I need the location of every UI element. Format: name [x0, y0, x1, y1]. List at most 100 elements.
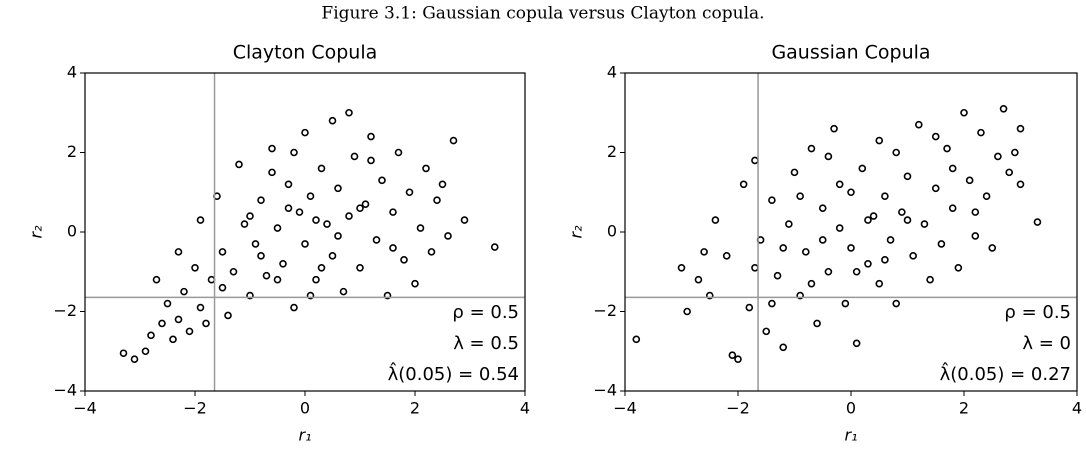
annotation: λ = 0 [1022, 333, 1071, 354]
point [350, 152, 359, 161]
point [290, 148, 298, 157]
point [361, 200, 370, 208]
point [251, 240, 260, 248]
point [196, 216, 205, 224]
point [284, 180, 293, 189]
point [852, 267, 861, 276]
x-axis-label: r₁ [845, 426, 858, 445]
point [1005, 168, 1014, 177]
point [312, 275, 320, 284]
point [943, 144, 951, 153]
point [460, 216, 469, 224]
point [202, 319, 210, 328]
point [745, 303, 754, 312]
point [886, 236, 895, 244]
point [813, 319, 821, 328]
point [785, 220, 793, 228]
point [207, 275, 216, 284]
point [971, 232, 980, 240]
x-tick-label: 2 [959, 399, 969, 418]
point [262, 271, 271, 280]
point [881, 192, 889, 201]
point [240, 220, 249, 228]
point [383, 291, 392, 300]
plot-area [119, 108, 499, 364]
y-tick-label: −4 [53, 381, 77, 400]
x-tick-label: 4 [520, 399, 530, 418]
point [147, 331, 155, 340]
point [965, 176, 974, 185]
point [807, 144, 816, 153]
point [796, 291, 804, 300]
point [257, 196, 265, 204]
annotation: λ̂(0.05) = 0.27 [940, 362, 1071, 385]
point [334, 184, 342, 193]
point [328, 252, 337, 260]
point [356, 204, 364, 212]
y-tick-label: −2 [593, 301, 617, 320]
point [683, 307, 691, 316]
point [841, 299, 850, 308]
point [152, 275, 161, 284]
point [835, 224, 844, 232]
point [852, 339, 861, 348]
point [818, 236, 827, 244]
point [306, 192, 315, 201]
point [1011, 148, 1019, 157]
point [405, 188, 414, 197]
point [449, 136, 458, 145]
point [218, 248, 227, 256]
point [948, 204, 957, 212]
point [372, 236, 381, 244]
point [722, 252, 731, 260]
point [295, 208, 304, 216]
point [367, 156, 375, 165]
x-tick-label: 2 [410, 399, 420, 418]
point [229, 267, 238, 276]
point [751, 263, 759, 272]
y-tick-label: 2 [67, 142, 77, 161]
point [378, 176, 386, 185]
point [301, 128, 309, 137]
point [367, 132, 375, 141]
point [768, 299, 776, 308]
point [762, 327, 771, 336]
point [818, 204, 827, 212]
point [444, 232, 452, 240]
point [218, 283, 227, 292]
y-tick-label: −4 [593, 381, 617, 400]
subplot-title: Clayton Copula [233, 42, 378, 64]
y-axis-label: r₂ [567, 225, 586, 239]
figure-title: Figure 3.1: Gaussian copula versus Clayt… [321, 4, 764, 24]
point [317, 164, 326, 173]
point [988, 244, 997, 252]
point [807, 279, 816, 288]
point [416, 224, 425, 232]
point [191, 263, 199, 272]
point [317, 263, 326, 272]
axes-frame [624, 72, 1078, 392]
point [734, 355, 742, 364]
point [284, 204, 293, 212]
y-tick-label: −2 [53, 301, 77, 320]
point [779, 343, 788, 352]
plot-area [632, 104, 1042, 364]
point [677, 263, 686, 272]
point [705, 291, 714, 300]
point [903, 216, 912, 224]
point [824, 152, 833, 161]
point [246, 291, 254, 300]
point [920, 220, 929, 228]
x-tick-label: −4 [613, 399, 637, 418]
x-tick-label: 0 [300, 399, 310, 418]
point [356, 263, 364, 272]
point [328, 116, 337, 125]
point [864, 259, 872, 268]
point [422, 164, 430, 173]
point [224, 311, 232, 320]
point [903, 172, 912, 181]
point [257, 252, 265, 260]
point [830, 124, 838, 133]
point [739, 180, 748, 189]
